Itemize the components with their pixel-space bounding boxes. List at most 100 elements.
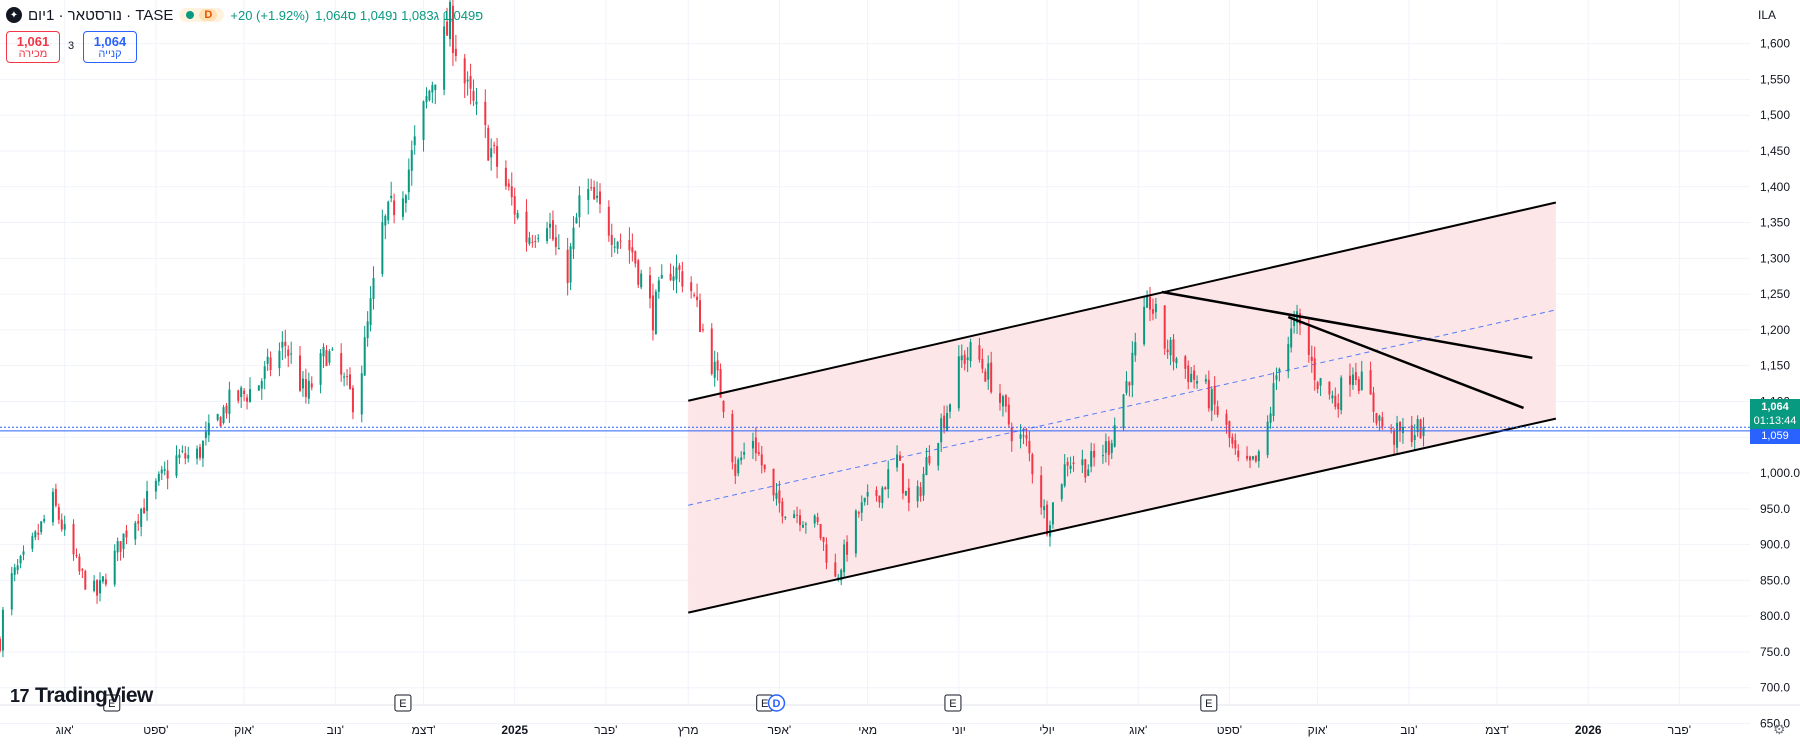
- candle-body: [754, 437, 757, 454]
- dividend-marker[interactable]: [767, 694, 786, 712]
- candle-body: [496, 146, 499, 167]
- sell-button[interactable]: 1,061 מכירה: [6, 31, 60, 63]
- channel-upper-line[interactable]: [688, 201, 1557, 402]
- candle-body: [1101, 455, 1104, 457]
- candle-body: [1172, 339, 1175, 362]
- channel-lower-line[interactable]: [688, 417, 1557, 614]
- bar-countdown: 01:13:44: [1753, 415, 1797, 427]
- candle-body: [904, 490, 907, 496]
- candle-body: [1257, 451, 1260, 462]
- candle-body: [1072, 462, 1075, 465]
- x-tick-label: דצמ': [412, 723, 436, 737]
- bid-price: 1,059: [1761, 430, 1789, 442]
- buy-price: 1,064: [93, 34, 127, 49]
- candle-body: [1043, 506, 1046, 511]
- earnings-marker[interactable]: [944, 694, 962, 712]
- trendline-2[interactable]: [1287, 315, 1524, 410]
- candle-body: [310, 383, 313, 388]
- candle-body: [222, 407, 225, 423]
- candle-body: [1001, 396, 1004, 407]
- candle-body: [1337, 403, 1340, 410]
- candle-body: [884, 487, 887, 490]
- candle-body: [822, 537, 825, 542]
- candle-body: [1093, 450, 1096, 458]
- x-tick-label: יוני: [952, 723, 966, 737]
- buy-button[interactable]: 1,064 קנייה: [83, 31, 137, 63]
- candle-body: [487, 127, 490, 161]
- candle-body: [946, 412, 949, 431]
- candle-body: [1249, 456, 1251, 461]
- channel-median-line[interactable]: [688, 309, 1556, 506]
- candle-body: [863, 497, 866, 503]
- candle-body: [493, 144, 496, 146]
- candle-body: [716, 360, 719, 371]
- candle-body: [1275, 375, 1278, 380]
- y-tick-label: 800.0: [1760, 609, 1790, 623]
- x-tick-label: דצמ': [1485, 723, 1509, 737]
- candle-body: [854, 510, 857, 554]
- candle-body: [1184, 356, 1187, 369]
- candle-body: [734, 464, 737, 476]
- currency-label[interactable]: ILA: [1758, 8, 1777, 22]
- candle-body: [1022, 435, 1025, 437]
- candle-body: [237, 390, 240, 401]
- candle-body: [263, 366, 266, 379]
- y-tick-label: 850.0: [1760, 573, 1790, 587]
- y-tick-label: 1,400: [1760, 180, 1790, 194]
- candle-body: [1375, 413, 1378, 424]
- candle-body: [699, 300, 701, 332]
- bid-price-tag: 1,059: [1750, 429, 1800, 444]
- candle-body: [957, 356, 960, 409]
- candle-body: [407, 169, 410, 193]
- market-open-dot-icon: [186, 11, 195, 19]
- candle-body: [349, 374, 351, 389]
- candle-body: [778, 490, 781, 504]
- y-tick-label: 1,450: [1760, 144, 1790, 158]
- tradingview-logo[interactable]: 17 TradingView: [10, 684, 153, 708]
- candle-body: [1272, 383, 1275, 417]
- candle-body: [693, 294, 696, 296]
- candle-body: [75, 555, 78, 557]
- candle-body: [284, 341, 287, 347]
- candle-body: [428, 90, 431, 101]
- market-status-pill[interactable]: D: [179, 8, 225, 22]
- candle-body: [1269, 413, 1272, 423]
- candle-body: [390, 195, 393, 199]
- last-price: 1,064: [1761, 401, 1789, 413]
- candle-body: [678, 265, 681, 270]
- candle-body: [22, 551, 25, 555]
- candle-body: [701, 329, 704, 331]
- candle-body: [531, 241, 534, 243]
- candle-body: [551, 220, 554, 240]
- candle-body: [1060, 484, 1063, 500]
- candle-body: [101, 576, 104, 582]
- candle-body: [325, 350, 328, 366]
- candle-body: [266, 356, 269, 364]
- candle-body: [78, 556, 81, 572]
- candle-body: [763, 464, 766, 470]
- candle-body: [616, 241, 619, 249]
- trendline-1[interactable]: [1161, 290, 1533, 360]
- x-tick-label: יולי: [1039, 723, 1055, 737]
- candle-body: [1169, 340, 1172, 356]
- symbol-title[interactable]: נורסטאר · 1יום · TASE: [28, 6, 174, 24]
- candle-body: [1290, 328, 1293, 348]
- sell-price: 1,061: [16, 34, 50, 49]
- candle-body: [757, 452, 760, 454]
- earnings-marker[interactable]: [394, 694, 412, 712]
- earnings-marker[interactable]: [103, 694, 121, 712]
- candle-body: [1334, 395, 1337, 407]
- candle-body: [37, 532, 40, 535]
- candle-body: [1090, 451, 1093, 467]
- candle-body: [104, 579, 107, 585]
- candle-body: [690, 282, 693, 292]
- candle-body: [578, 195, 581, 218]
- candle-body: [1007, 404, 1010, 425]
- candle-body: [1010, 427, 1013, 442]
- earnings-marker[interactable]: [1200, 694, 1218, 712]
- symbol-header[interactable]: ✦ נורסטאר · 1יום · TASE D +20 (+1.92%) פ…: [6, 4, 483, 26]
- candle-body: [1369, 370, 1372, 395]
- candle-body: [546, 228, 549, 241]
- gear-icon[interactable]: ⚙: [1773, 721, 1786, 737]
